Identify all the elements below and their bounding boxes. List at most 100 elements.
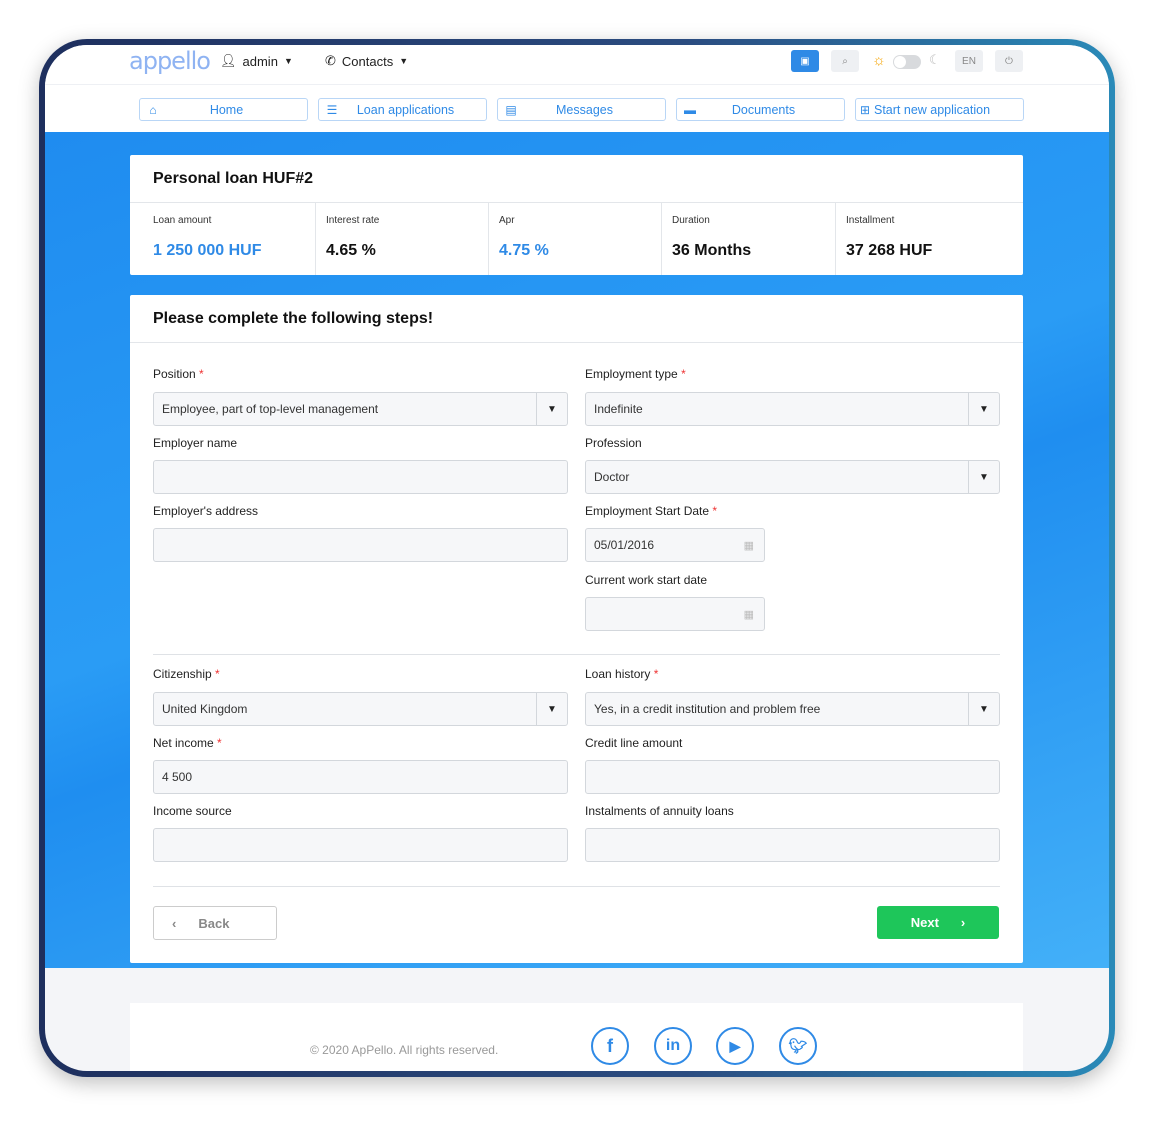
home-icon: ⌂ (149, 102, 157, 117)
phone-icon: ✆ (325, 53, 336, 68)
power-icon: ⏻ (1005, 55, 1013, 67)
employer-name-input[interactable] (153, 460, 568, 494)
calendar-icon: ▦ (743, 539, 754, 552)
nav-label: Start new application (874, 102, 991, 117)
twitter-icon[interactable]: 🐦︎ (779, 1027, 817, 1065)
nav-label: Documents (731, 102, 796, 117)
employment-type-select[interactable]: Indefinite ▼ (585, 392, 1000, 426)
employment-start-date-input[interactable]: 05/01/2016 ▦ (585, 528, 765, 562)
chevron-down-icon: ▼ (968, 461, 999, 493)
nav-messages[interactable]: ▤ Messages (497, 98, 666, 121)
divider (153, 654, 1000, 655)
message-icon: ▤ (505, 102, 517, 117)
language-button[interactable]: EN (955, 50, 983, 72)
facebook-icon[interactable]: f (591, 1027, 629, 1065)
loan-title: Personal loan HUF#2 (130, 155, 1023, 203)
label: Interest rate (326, 215, 380, 226)
current-work-start-date-input[interactable]: ▦ (585, 597, 765, 631)
chevron-down-icon: ▼ (399, 56, 409, 66)
summary-loan-amount: Loan amount 1 250 000 HUF (130, 203, 316, 275)
nav-label: Loan applications (356, 102, 455, 117)
employer-address-label: Employer's address (153, 504, 258, 518)
folder-icon: ▬ (684, 102, 696, 117)
net-income-label: Net income * (153, 736, 222, 750)
credit-line-input[interactable] (585, 760, 1000, 794)
citizenship-label: Citizenship * (153, 667, 220, 681)
income-source-label: Income source (153, 804, 232, 818)
credit-line-label: Credit line amount (585, 736, 683, 750)
citizenship-select[interactable]: United Kingdom ▼ (153, 692, 568, 726)
theme-toggle[interactable] (893, 55, 921, 69)
nav-home[interactable]: ⌂ Home (139, 98, 308, 121)
list-icon: ☰ (326, 102, 338, 117)
search-button[interactable]: ⌕ (831, 50, 859, 72)
nav-documents[interactable]: ▬ Documents (676, 98, 845, 121)
chevron-right-icon: › (960, 915, 966, 930)
calendar-icon: ▣ (800, 55, 810, 67)
value: 36 Months (672, 242, 752, 259)
loan-history-label: Loan history * (585, 667, 659, 681)
chevron-down-icon: ▼ (536, 393, 567, 425)
linkedin-icon[interactable]: in (654, 1027, 692, 1065)
instalments-input[interactable] (585, 828, 1000, 862)
user-icon: 👤︎ (220, 53, 237, 68)
youtube-icon[interactable]: ▶ (716, 1027, 754, 1065)
user-name: admin (242, 53, 278, 69)
chevron-down-icon: ▼ (968, 393, 999, 425)
value: 1 250 000 HUF (153, 242, 262, 259)
steps-form-card: Please complete the following steps! Pos… (130, 295, 1023, 963)
chevron-down-icon: ▼ (536, 693, 567, 725)
plus-square-icon: ⊞ (859, 102, 871, 117)
nav-label: Messages (556, 102, 613, 117)
label: Duration (672, 215, 710, 226)
label: Installment (846, 215, 895, 226)
employer-address-input[interactable] (153, 528, 568, 562)
value: 4.75 % (499, 242, 549, 259)
chevron-down-icon: ▼ (968, 693, 999, 725)
sun-icon: ☼ (872, 52, 886, 69)
loan-history-select[interactable]: Yes, in a credit institution and problem… (585, 692, 1000, 726)
next-button[interactable]: Next › (877, 906, 999, 939)
main-nav: ⌂ Home ☰ Loan applications ▤ Messages ▬ Docu… (45, 85, 1109, 132)
contacts-label: Contacts (341, 53, 394, 69)
logo: appello (129, 47, 211, 75)
employment-type-label: Employment type * (585, 367, 686, 381)
net-income-input[interactable]: 4 500 (153, 760, 568, 794)
chevron-down-icon: ▼ (283, 56, 293, 66)
nav-label: Home (209, 102, 244, 117)
profession-select[interactable]: Doctor ▼ (585, 460, 1000, 494)
summary-duration: Duration 36 Months (662, 203, 836, 275)
chevron-left-icon: ‹ (172, 915, 177, 931)
nav-start-new-application[interactable]: ⊞ Start new application (855, 98, 1024, 121)
position-select[interactable]: Employee, part of top-level management ▼ (153, 392, 568, 426)
back-button[interactable]: ‹ Back (153, 906, 277, 940)
income-source-input[interactable] (153, 828, 568, 862)
logout-button[interactable]: ⏻ (995, 50, 1023, 72)
footer: © 2020 ApPello. All rights reserved. f i… (130, 1003, 1023, 1071)
device-frame: appello 👤︎ admin ▼ ✆ Contacts ▼ ▣ ⌕ ☼ ☾ EN ⏻… (39, 39, 1115, 1077)
calendar-button[interactable]: ▣ (791, 50, 819, 72)
screen: appello 👤︎ admin ▼ ✆ Contacts ▼ ▣ ⌕ ☼ ☾ EN ⏻… (45, 45, 1109, 1071)
copyright: © 2020 ApPello. All rights reserved. (310, 1043, 499, 1057)
employer-name-label: Employer name (153, 436, 238, 450)
next-label: Next (910, 915, 939, 930)
moon-icon: ☾ (929, 52, 941, 67)
summary-interest-rate: Interest rate 4.65 % (316, 203, 489, 275)
calendar-icon: ▦ (743, 608, 754, 621)
search-icon: ⌕ (842, 55, 848, 67)
label: Loan amount (153, 215, 212, 226)
loan-summary-card: Personal loan HUF#2 Loan amount 1 250 000… (130, 155, 1023, 275)
user-menu[interactable]: 👤︎ admin ▼ (220, 53, 293, 69)
value: 37 268 HUF (846, 242, 933, 259)
contacts-menu[interactable]: ✆ Contacts ▼ (325, 53, 408, 69)
divider (153, 886, 1000, 887)
profession-label: Profession (585, 436, 642, 450)
summary-apr: Apr 4.75 % (489, 203, 662, 275)
back-label: Back (198, 915, 230, 931)
form-title: Please complete the following steps! (130, 295, 1023, 343)
top-header: appello 👤︎ admin ▼ ✆ Contacts ▼ ▣ ⌕ ☼ ☾ EN ⏻ (45, 45, 1109, 85)
value: 4.65 % (326, 242, 376, 259)
position-label: Position * (153, 367, 204, 381)
summary-installment: Installment 37 268 HUF (836, 203, 1023, 275)
nav-loan-applications[interactable]: ☰ Loan applications (318, 98, 487, 121)
